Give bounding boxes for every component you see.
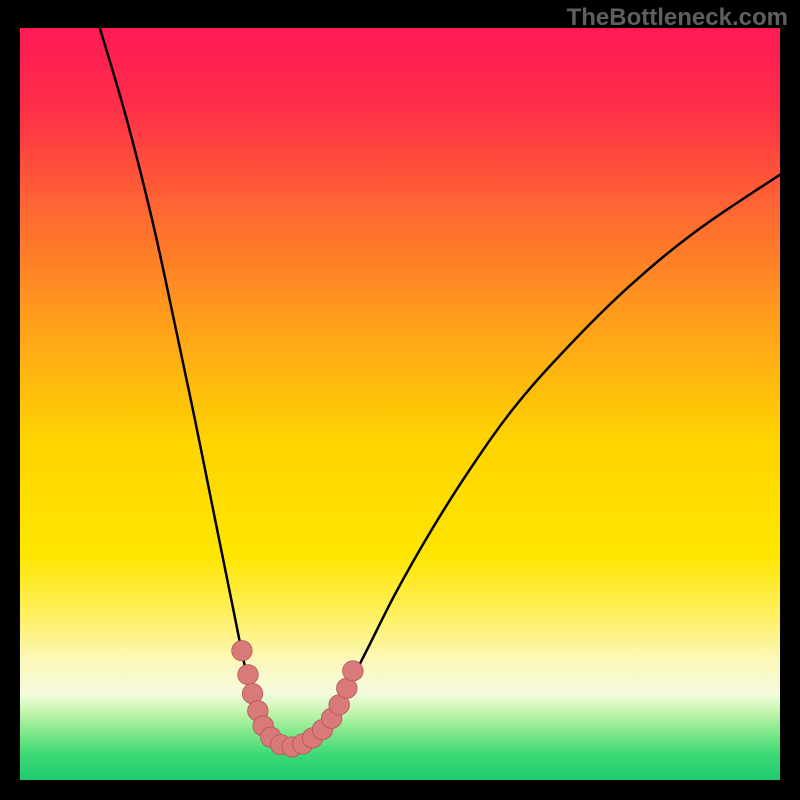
watermark-text: TheBottleneck.com bbox=[567, 4, 788, 32]
plot-area bbox=[20, 28, 780, 780]
curve-layer bbox=[20, 28, 780, 780]
curve-left bbox=[100, 28, 290, 750]
data-marker bbox=[238, 665, 259, 685]
data-marker bbox=[232, 641, 253, 661]
data-marker bbox=[343, 661, 364, 681]
curve-right bbox=[290, 175, 780, 750]
chart-frame: TheBottleneck.com bbox=[0, 0, 800, 800]
